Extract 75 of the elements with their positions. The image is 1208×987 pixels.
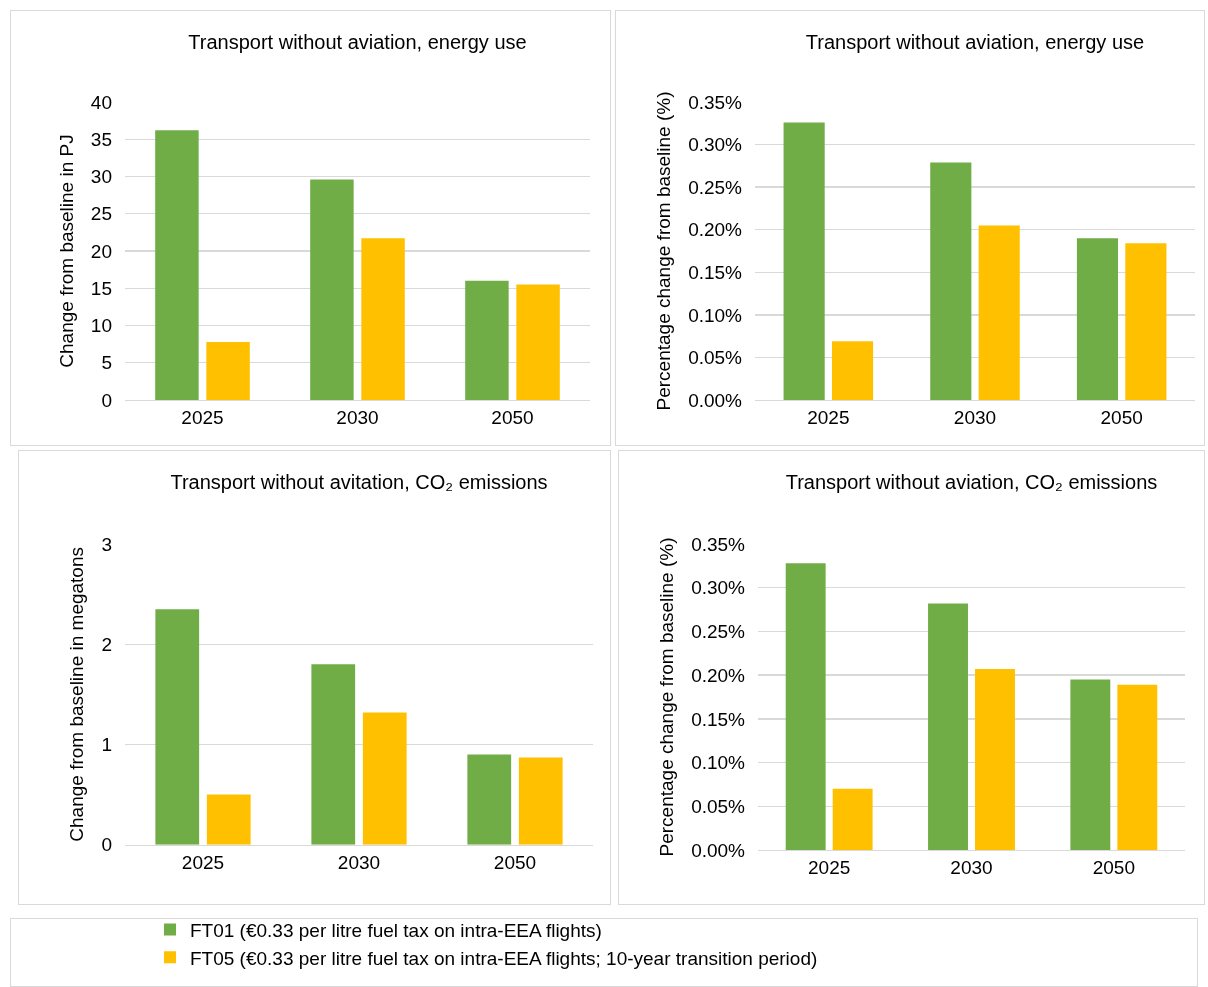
bar — [361, 238, 405, 400]
x-tick-label: 2025 — [181, 851, 225, 873]
y-tick-label: 0.00% — [688, 389, 743, 411]
x-tick-label: 2050 — [1092, 857, 1135, 879]
bar — [362, 712, 407, 845]
y-tick-label: 0.30% — [688, 134, 743, 156]
bar — [975, 669, 1015, 850]
bar — [155, 130, 199, 400]
bar — [206, 341, 250, 400]
bar — [1117, 684, 1158, 850]
bar — [783, 122, 825, 400]
y-tick-label: 25 — [90, 203, 112, 225]
x-tick-label: 2025 — [181, 407, 224, 429]
y-tick-label: 5 — [101, 352, 112, 374]
bar — [1070, 679, 1111, 850]
y-tick-label: 0 — [101, 389, 112, 411]
chart-title: Transport without avitation, CO₂ emissions — [170, 471, 548, 493]
legend-label: FT01 (€0.33 per litre fuel tax on intra-EEA flights) — [190, 919, 602, 941]
bar — [206, 794, 251, 845]
y-axis-title: Change from baseline in megatons — [66, 547, 88, 842]
chart-title: Transport without aviation, CO₂ emissions — [785, 471, 1158, 493]
x-tick-label: 2050 — [491, 407, 534, 429]
x-tick-label: 2050 — [493, 851, 537, 873]
y-axis-title: Change from baseline in PJ — [55, 134, 77, 368]
x-tick-label: 2030 — [337, 851, 381, 873]
bar — [928, 603, 968, 850]
bar — [518, 757, 563, 845]
y-tick-label: 40 — [90, 91, 112, 113]
x-tick-label: 2050 — [1100, 407, 1143, 429]
y-tick-label: 0.20% — [688, 219, 743, 241]
y-tick-label: 20 — [90, 240, 112, 262]
y-tick-label: 0.30% — [691, 577, 746, 599]
bar — [516, 284, 560, 400]
bar — [155, 609, 200, 845]
y-axis-title: Percentage change from baseline (%) — [652, 91, 674, 411]
y-tick-label: 0.25% — [688, 176, 743, 198]
y-tick-label: 0.10% — [691, 752, 746, 774]
x-tick-label: 2025 — [808, 857, 851, 879]
y-tick-label: 0.15% — [688, 261, 743, 283]
y-tick-label: 3 — [101, 533, 112, 555]
legend-label: FT05 (€0.33 per litre fuel tax on intra-EEA flights; 10-year transition period) — [190, 947, 818, 969]
bar — [310, 179, 354, 400]
y-tick-label: 10 — [90, 315, 112, 337]
y-tick-label: 2 — [101, 633, 112, 655]
y-tick-label: 0.05% — [688, 347, 743, 369]
y-tick-label: 0.00% — [691, 839, 746, 861]
chart-title: Transport without aviation, energy use — [188, 31, 527, 53]
y-tick-label: 30 — [90, 166, 112, 188]
bar — [930, 162, 972, 400]
x-tick-label: 2025 — [807, 407, 850, 429]
y-tick-label: 1 — [101, 734, 112, 756]
x-tick-label: 2030 — [950, 857, 993, 879]
y-tick-label: 35 — [90, 128, 112, 150]
y-axis-title: Percentage change from baseline (%) — [655, 537, 677, 857]
y-tick-label: 0.35% — [691, 533, 746, 555]
y-tick-label: 0.10% — [688, 304, 743, 326]
bar — [785, 563, 826, 850]
y-tick-label: 0 — [101, 834, 112, 856]
bar — [465, 280, 509, 400]
x-tick-label: 2030 — [953, 407, 997, 429]
bar — [467, 754, 512, 845]
bar — [978, 225, 1020, 400]
chart-title: Transport without aviation, energy use — [805, 31, 1145, 53]
bar — [1125, 243, 1167, 400]
bar — [832, 788, 873, 850]
bar — [311, 664, 356, 845]
y-tick-label: 0.05% — [691, 795, 746, 817]
y-tick-label: 15 — [90, 277, 112, 299]
y-tick-label: 0.25% — [691, 621, 746, 643]
y-tick-label: 0.35% — [688, 91, 743, 113]
bar — [1076, 238, 1119, 400]
x-tick-label: 2030 — [336, 407, 379, 429]
y-tick-label: 0.15% — [691, 708, 746, 730]
y-tick-label: 0.20% — [691, 664, 746, 686]
bar — [831, 341, 874, 400]
